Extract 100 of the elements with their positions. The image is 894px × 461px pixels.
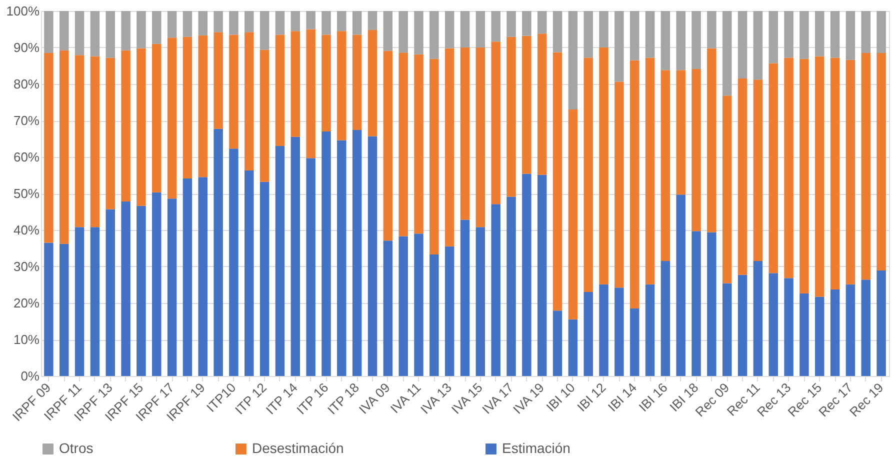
- bar: [121, 50, 130, 202]
- bar: [537, 34, 547, 175]
- bar: [676, 194, 686, 376]
- bar: [599, 11, 608, 48]
- bar: [322, 34, 331, 132]
- bar: [44, 52, 54, 243]
- bar: [414, 234, 424, 376]
- bar: [383, 50, 393, 241]
- bar: [460, 220, 470, 376]
- bar: [260, 182, 270, 376]
- bar: [537, 11, 547, 34]
- bar: [491, 11, 500, 42]
- bar: [198, 177, 208, 376]
- bar: [430, 254, 439, 376]
- bar: [322, 11, 331, 35]
- bar: [90, 227, 100, 376]
- bar: [152, 11, 162, 44]
- bar: [645, 58, 655, 284]
- bar: [383, 11, 393, 51]
- bar: [645, 11, 655, 58]
- bar: [214, 32, 223, 129]
- bar: [814, 296, 824, 376]
- bar: [614, 82, 624, 288]
- bar: [722, 11, 732, 96]
- legend-label: Estimación: [502, 440, 570, 456]
- bar: [584, 292, 593, 376]
- bar: [152, 192, 162, 376]
- bar: [398, 52, 408, 236]
- bar: [830, 11, 840, 58]
- bar: [522, 11, 532, 36]
- y-tick-label: 10%: [13, 332, 40, 347]
- bar: [800, 11, 809, 59]
- bar: [167, 38, 177, 199]
- bar: [60, 50, 69, 244]
- bar: [260, 50, 270, 182]
- bar: [768, 63, 778, 274]
- bar: [676, 11, 686, 70]
- bar: [214, 128, 223, 376]
- bar: [229, 11, 238, 35]
- bar: [444, 48, 454, 246]
- bar: [60, 244, 69, 376]
- bar: [552, 310, 562, 376]
- bar: [768, 273, 778, 376]
- bar: [121, 11, 130, 50]
- bar: [368, 136, 378, 376]
- bar: [74, 227, 84, 376]
- bar: [136, 11, 146, 48]
- y-tick-label: 70%: [13, 113, 40, 128]
- bar: [90, 11, 100, 56]
- bar: [784, 278, 794, 376]
- bar: [337, 31, 346, 140]
- bar: [614, 11, 624, 82]
- bar: [198, 35, 208, 178]
- bar: [491, 42, 500, 204]
- bar: [214, 11, 223, 32]
- bar: [136, 206, 146, 376]
- bar: [121, 202, 130, 376]
- bar: [568, 319, 578, 376]
- bar: [537, 174, 547, 376]
- bar: [599, 48, 608, 284]
- y-tick-label: 20%: [13, 296, 40, 310]
- y-tick-label: 50%: [13, 186, 40, 201]
- bar: [861, 52, 870, 280]
- bar: [722, 283, 732, 376]
- y-tick-label: 80%: [13, 76, 40, 92]
- bar: [846, 60, 856, 284]
- bar: [692, 11, 701, 70]
- y-tick-label: 0%: [20, 368, 40, 384]
- bar: [476, 227, 486, 376]
- bar: [491, 204, 500, 376]
- bar: [352, 34, 362, 130]
- bar: [306, 11, 316, 30]
- bar: [506, 36, 516, 197]
- bar: [244, 32, 254, 171]
- bar: [244, 11, 254, 32]
- bar: [630, 308, 640, 376]
- bar: [476, 48, 486, 228]
- bar: [44, 11, 54, 53]
- bar: [660, 261, 670, 376]
- bar: [753, 261, 763, 376]
- bar: [44, 242, 54, 376]
- bar: [584, 58, 593, 292]
- bar: [430, 58, 439, 254]
- bar: [814, 56, 824, 297]
- bar: [460, 11, 470, 48]
- bar: [275, 11, 285, 35]
- y-tick-label: 90%: [13, 40, 40, 55]
- bar: [552, 11, 562, 52]
- bar: [876, 11, 886, 53]
- bar: [198, 11, 208, 36]
- bar: [784, 58, 794, 278]
- bar: [414, 11, 424, 54]
- y-tick-label: 40%: [13, 222, 40, 238]
- y-tick-label: 30%: [13, 259, 40, 274]
- bar: [398, 11, 408, 53]
- bar: [444, 246, 454, 376]
- bar: [630, 60, 640, 308]
- bar: [167, 198, 177, 376]
- bar: [861, 11, 870, 53]
- bar: [106, 209, 116, 376]
